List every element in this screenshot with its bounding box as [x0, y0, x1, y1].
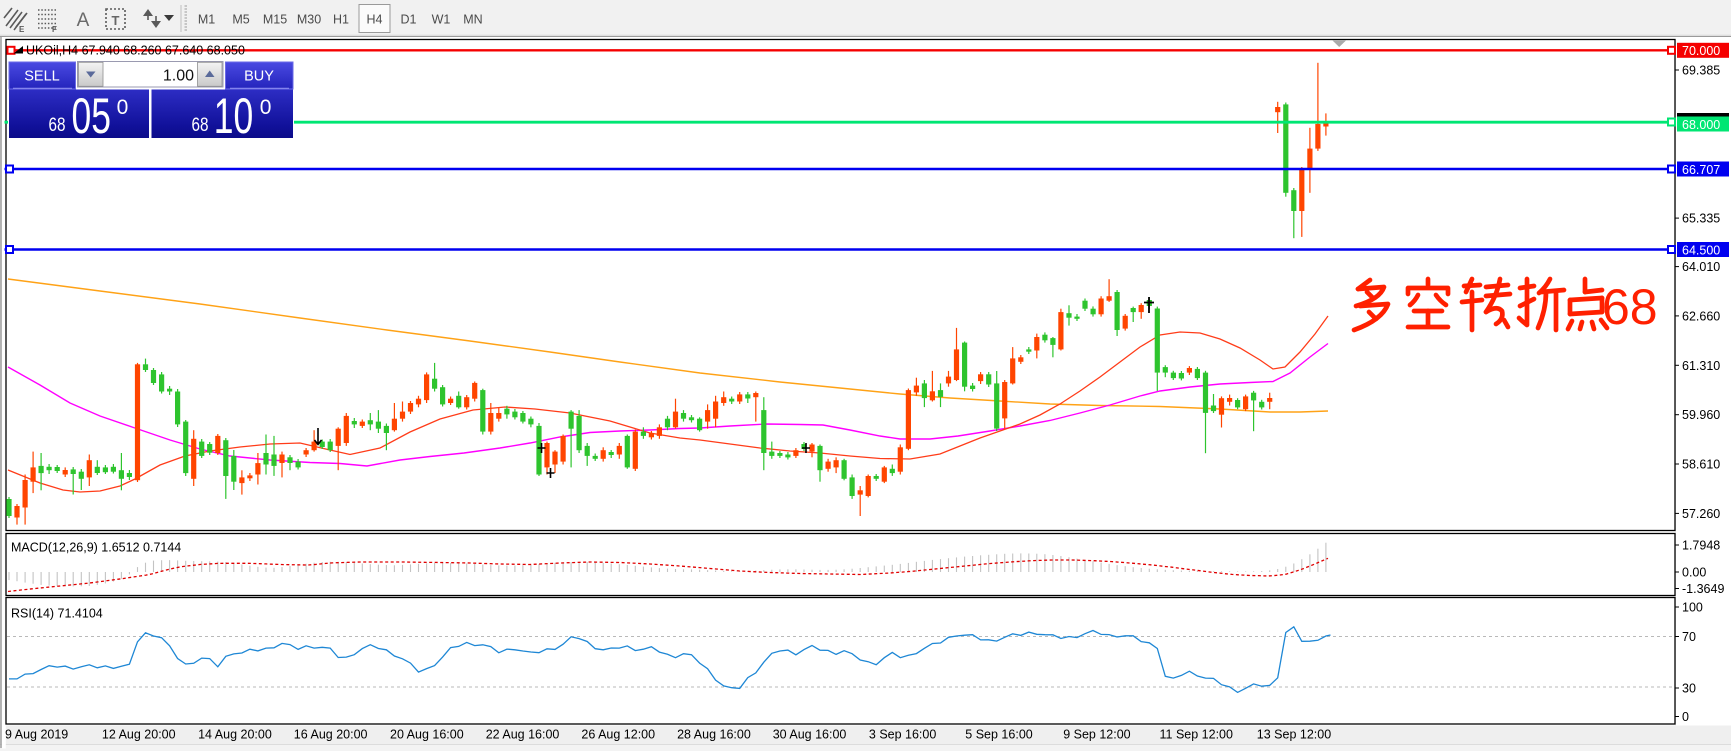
- svg-text:-1.3649: -1.3649: [1682, 582, 1724, 596]
- svg-text:68: 68: [1602, 279, 1658, 335]
- svg-text:30: 30: [1682, 682, 1696, 696]
- svg-text:70.000: 70.000: [1682, 44, 1720, 58]
- svg-text:M30: M30: [297, 13, 321, 27]
- svg-text:0.00: 0.00: [1682, 566, 1706, 580]
- svg-text:14 Aug 20:00: 14 Aug 20:00: [198, 728, 272, 742]
- svg-text:A: A: [77, 10, 90, 31]
- svg-text:68: 68: [49, 114, 66, 136]
- svg-text:RSI(14) 71.4104: RSI(14) 71.4104: [11, 607, 103, 621]
- svg-text:SELL: SELL: [24, 69, 59, 85]
- svg-text:T: T: [112, 13, 120, 28]
- svg-text:26 Aug 12:00: 26 Aug 12:00: [581, 728, 655, 742]
- svg-text:12 Aug 20:00: 12 Aug 20:00: [102, 728, 176, 742]
- svg-text:59.960: 59.960: [1682, 408, 1720, 422]
- svg-text:F: F: [52, 25, 57, 34]
- svg-text:20 Aug 16:00: 20 Aug 16:00: [390, 728, 464, 742]
- svg-text:W1: W1: [432, 13, 451, 27]
- svg-text:1.00: 1.00: [163, 68, 194, 85]
- svg-text:H4: H4: [367, 13, 383, 27]
- svg-text:28 Aug 16:00: 28 Aug 16:00: [677, 728, 751, 742]
- svg-text:0: 0: [117, 96, 129, 119]
- svg-text:68: 68: [192, 114, 209, 136]
- svg-text:9 Aug 2019: 9 Aug 2019: [5, 728, 68, 742]
- svg-text:9 Sep 12:00: 9 Sep 12:00: [1063, 728, 1130, 742]
- svg-text:D1: D1: [401, 13, 417, 27]
- svg-text:69.385: 69.385: [1682, 64, 1720, 78]
- svg-text:13 Sep 12:00: 13 Sep 12:00: [1257, 728, 1331, 742]
- svg-text:58.610: 58.610: [1682, 458, 1720, 472]
- svg-text:H1: H1: [333, 13, 349, 27]
- svg-text:MN: MN: [463, 13, 482, 27]
- svg-text:10: 10: [214, 88, 254, 144]
- svg-text:70: 70: [1682, 630, 1696, 644]
- svg-text:62.660: 62.660: [1682, 309, 1720, 323]
- svg-text:M1: M1: [198, 13, 215, 27]
- svg-text:100: 100: [1682, 601, 1703, 615]
- svg-text:3 Sep 16:00: 3 Sep 16:00: [869, 728, 936, 742]
- svg-text:5 Sep 16:00: 5 Sep 16:00: [965, 728, 1032, 742]
- svg-text:11 Sep 12:00: 11 Sep 12:00: [1160, 728, 1233, 742]
- svg-text:57.260: 57.260: [1682, 507, 1720, 521]
- svg-text:UKOil,H4 67.940 68.260 67.640: UKOil,H4 67.940 68.260 67.640 68.050: [26, 44, 245, 58]
- svg-text:MACD(12,26,9) 1.6512 0.7144: MACD(12,26,9) 1.6512 0.7144: [11, 541, 181, 555]
- svg-text:68.000: 68.000: [1682, 118, 1720, 132]
- svg-text:BUY: BUY: [244, 69, 274, 85]
- svg-text:64.010: 64.010: [1682, 260, 1720, 274]
- svg-text:1.7948: 1.7948: [1682, 539, 1720, 553]
- svg-text:64.500: 64.500: [1682, 243, 1720, 257]
- svg-text:30 Aug 16:00: 30 Aug 16:00: [773, 728, 847, 742]
- svg-text:05: 05: [72, 88, 112, 144]
- svg-text:M5: M5: [232, 13, 249, 27]
- svg-text:65.335: 65.335: [1682, 212, 1720, 226]
- svg-text:M15: M15: [263, 13, 287, 27]
- svg-text:16 Aug 20:00: 16 Aug 20:00: [294, 728, 368, 742]
- svg-text:E: E: [19, 25, 25, 34]
- svg-text:0: 0: [260, 96, 272, 119]
- svg-text:22 Aug 16:00: 22 Aug 16:00: [486, 728, 560, 742]
- svg-text:0: 0: [1682, 710, 1689, 724]
- svg-text:66.707: 66.707: [1682, 163, 1720, 177]
- svg-text:61.310: 61.310: [1682, 359, 1720, 373]
